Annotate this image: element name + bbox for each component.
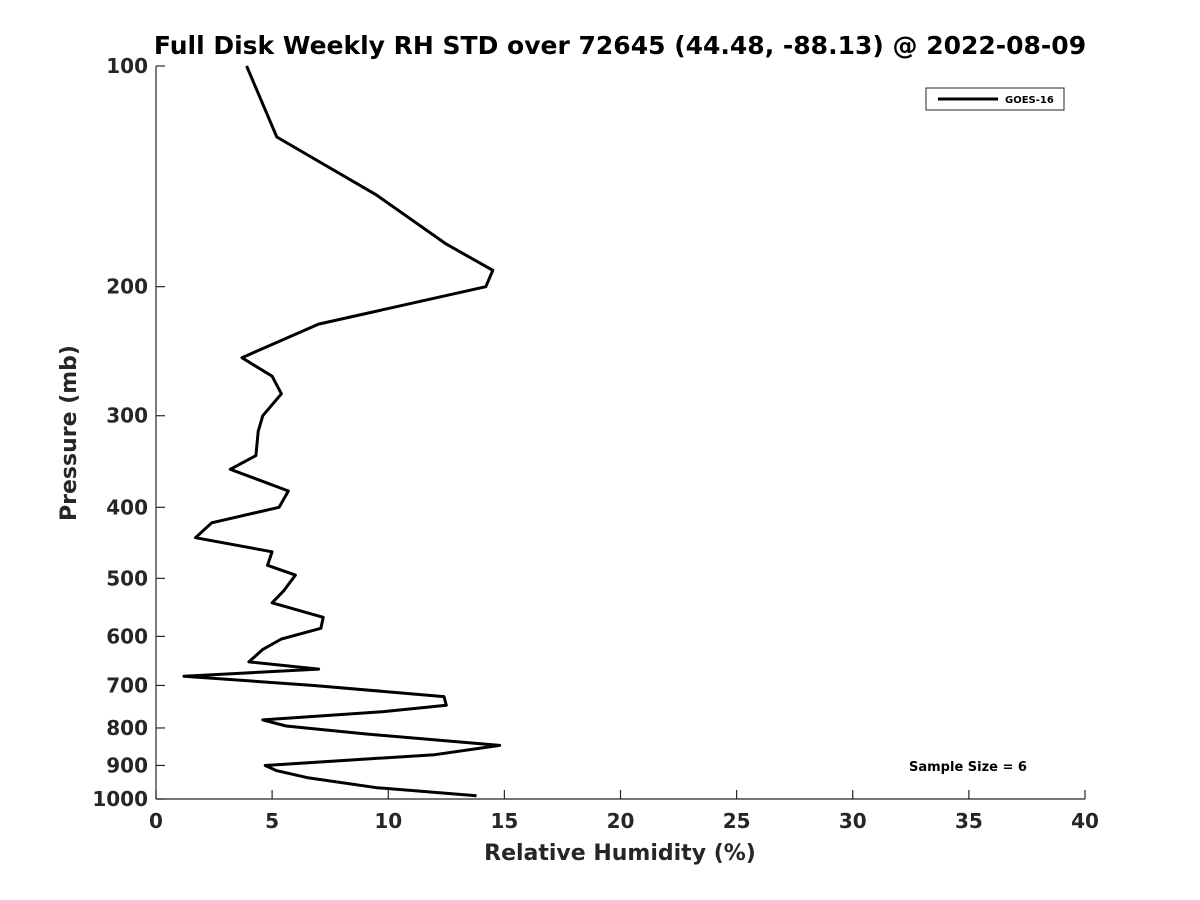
y-tick-label: 500	[106, 566, 148, 590]
y-tick-label: 600	[106, 624, 148, 648]
chart-title: Full Disk Weekly RH STD over 72645 (44.4…	[154, 31, 1086, 60]
series-layer	[182, 65, 502, 798]
x-tick-label: 25	[723, 809, 751, 833]
y-tick-label: 200	[106, 275, 148, 299]
sample-size-annotation: Sample Size = 6	[909, 760, 1027, 775]
x-tick-label: 15	[490, 809, 518, 833]
y-tick-label: 400	[106, 495, 148, 519]
x-tick-label: 5	[265, 809, 279, 833]
plot-axes	[155, 66, 1085, 800]
y-tick-label: 700	[106, 673, 148, 697]
y-axis-ticks: 100 200 300 400 500 600 700 800 900 1000	[92, 54, 165, 811]
x-axis-ticks: 0 5 10 15 20 25 30 35 40	[149, 790, 1099, 833]
y-tick-label: 300	[106, 404, 148, 428]
x-tick-label: 20	[607, 809, 635, 833]
legend-label-goes-16: GOES-16	[1005, 95, 1054, 106]
y-axis-label: Pressure (mb)	[57, 345, 82, 521]
y-tick-label: 800	[106, 716, 148, 740]
x-tick-label: 10	[374, 809, 402, 833]
y-tick-label: 100	[106, 54, 148, 78]
x-tick-label: 30	[839, 809, 867, 833]
x-tick-label: 0	[149, 809, 163, 833]
x-axis-label: Relative Humidity (%)	[484, 841, 756, 866]
series-line-goes-16	[182, 65, 502, 798]
y-tick-label: 900	[106, 753, 148, 777]
x-tick-label: 35	[955, 809, 983, 833]
legend: GOES-16	[925, 87, 1065, 111]
y-tick-label: 1000	[92, 787, 148, 811]
x-tick-label: 40	[1071, 809, 1099, 833]
